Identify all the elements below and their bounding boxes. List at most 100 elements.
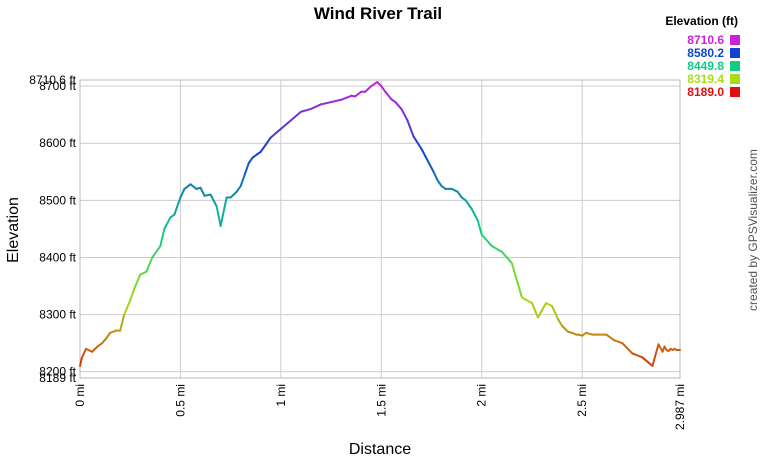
elevation-segment xyxy=(394,101,403,110)
elevation-segment xyxy=(119,313,126,332)
elevation-segment xyxy=(259,136,272,153)
elevation-segment xyxy=(340,96,349,101)
x-tick-label: 2.5 mi xyxy=(575,384,589,417)
elevation-segment xyxy=(320,101,333,106)
elevation-segment xyxy=(490,245,503,253)
x-tick-label: 1.5 mi xyxy=(374,384,388,417)
grid-lines xyxy=(80,80,680,378)
elevation-segment xyxy=(406,119,415,138)
x-tick-label: 2.987 mi xyxy=(673,384,687,430)
elevation-segment xyxy=(173,196,182,216)
elevation-segment xyxy=(215,205,222,228)
elevation-segment xyxy=(239,173,246,188)
elevation-segment xyxy=(159,227,166,248)
elevation-segment xyxy=(203,193,212,197)
elevation-segment xyxy=(464,199,473,210)
elevation-segment xyxy=(400,107,409,122)
elevation-segment xyxy=(189,183,198,190)
y-tick-label: 8710.6 ft xyxy=(29,73,76,87)
elevation-segment xyxy=(651,343,660,368)
elevation-segment xyxy=(209,193,218,208)
elevation-segment xyxy=(631,352,644,359)
elevation-segment xyxy=(561,325,570,333)
elevation-segment xyxy=(354,90,363,98)
x-tick-label: 0 mi xyxy=(73,384,87,407)
plot-area xyxy=(79,79,681,379)
elevation-segment xyxy=(310,103,323,110)
elevation-segment xyxy=(470,207,479,222)
elevation-segment xyxy=(330,98,343,104)
elevation-segment xyxy=(420,147,429,162)
elevation-segment xyxy=(151,245,162,259)
elevation-segment xyxy=(85,347,94,353)
elevation-segment xyxy=(109,329,118,334)
elevation-segment xyxy=(163,216,172,230)
legend-swatch xyxy=(730,61,740,71)
elevation-segment xyxy=(91,345,100,353)
elevation-segment xyxy=(621,342,634,355)
elevation-segment xyxy=(380,85,387,93)
elevation-segment xyxy=(605,333,616,342)
elevation-segment xyxy=(81,347,88,359)
chart-title: Wind River Trail xyxy=(314,4,442,23)
elevation-segment xyxy=(432,170,439,182)
elevation-segment xyxy=(179,187,186,199)
y-tick-label: 8300 ft xyxy=(39,308,76,322)
elevation-segment xyxy=(289,110,302,122)
x-tick-label: 2 mi xyxy=(475,384,489,407)
elevation-segment xyxy=(370,81,379,88)
elevation-segment xyxy=(500,250,513,265)
y-tick-label: 8200 ft xyxy=(39,365,76,379)
legend-value: 8449.8 xyxy=(687,59,724,73)
legend-value: 8580.2 xyxy=(687,46,724,60)
elevation-segment xyxy=(456,190,463,199)
legend: Elevation (ft) 8710.68580.28449.88319.48… xyxy=(665,14,740,99)
elevation-segment xyxy=(480,233,493,248)
elevation-segment xyxy=(545,302,554,308)
elevation-segment xyxy=(551,305,560,321)
legend-title: Elevation (ft) xyxy=(665,14,738,28)
elevation-segment xyxy=(105,331,112,340)
elevation-segment xyxy=(183,183,192,190)
x-tick-label: 0.5 mi xyxy=(173,384,187,417)
y-tick-label: 8189 ft xyxy=(39,371,76,385)
elevation-segment xyxy=(269,127,282,139)
elevation-segment xyxy=(557,318,564,328)
elevation-segment xyxy=(536,302,548,319)
elevation-segment xyxy=(139,270,148,276)
elevation-segment xyxy=(145,256,154,273)
legend-value: 8189.0 xyxy=(687,85,724,99)
elevation-segment xyxy=(123,299,132,316)
y-axis-title: Elevation xyxy=(5,197,22,263)
y-tick-label: 8700 ft xyxy=(39,79,76,93)
elevation-segment xyxy=(520,296,533,305)
x-tick-labels: 0 mi 0.5 mi 1 mi 1.5 mi 2 mi 2.5 mi 2.987 mi xyxy=(73,384,687,430)
legend-value: 8710.6 xyxy=(687,33,724,47)
credit-text: created by GPSVisualizer.com xyxy=(746,149,760,311)
elevation-segment xyxy=(585,331,594,336)
elevation-segment xyxy=(436,179,443,188)
y-tick-label: 8500 ft xyxy=(39,193,76,207)
elevation-segment xyxy=(247,156,254,165)
legend-swatch xyxy=(730,48,740,58)
elevation-segment xyxy=(79,356,84,368)
elevation-segment xyxy=(235,185,242,193)
elevation-segment xyxy=(412,135,423,150)
elevation-segment xyxy=(243,162,250,176)
elevation-segment xyxy=(476,219,483,236)
elevation-segment xyxy=(219,196,228,228)
elevation-segment xyxy=(657,343,664,353)
elevation-series xyxy=(79,81,681,368)
elevation-segment xyxy=(101,337,108,345)
elevation-segment xyxy=(133,273,142,290)
elevation-segment xyxy=(199,186,206,197)
x-axis-title: Distance xyxy=(349,441,411,458)
elevation-segment xyxy=(510,262,523,299)
elevation-segment xyxy=(364,85,373,93)
legend-swatch xyxy=(730,35,740,45)
elevation-segment xyxy=(641,356,654,368)
y-tick-label: 8600 ft xyxy=(39,136,76,150)
elevation-segment xyxy=(299,107,313,113)
